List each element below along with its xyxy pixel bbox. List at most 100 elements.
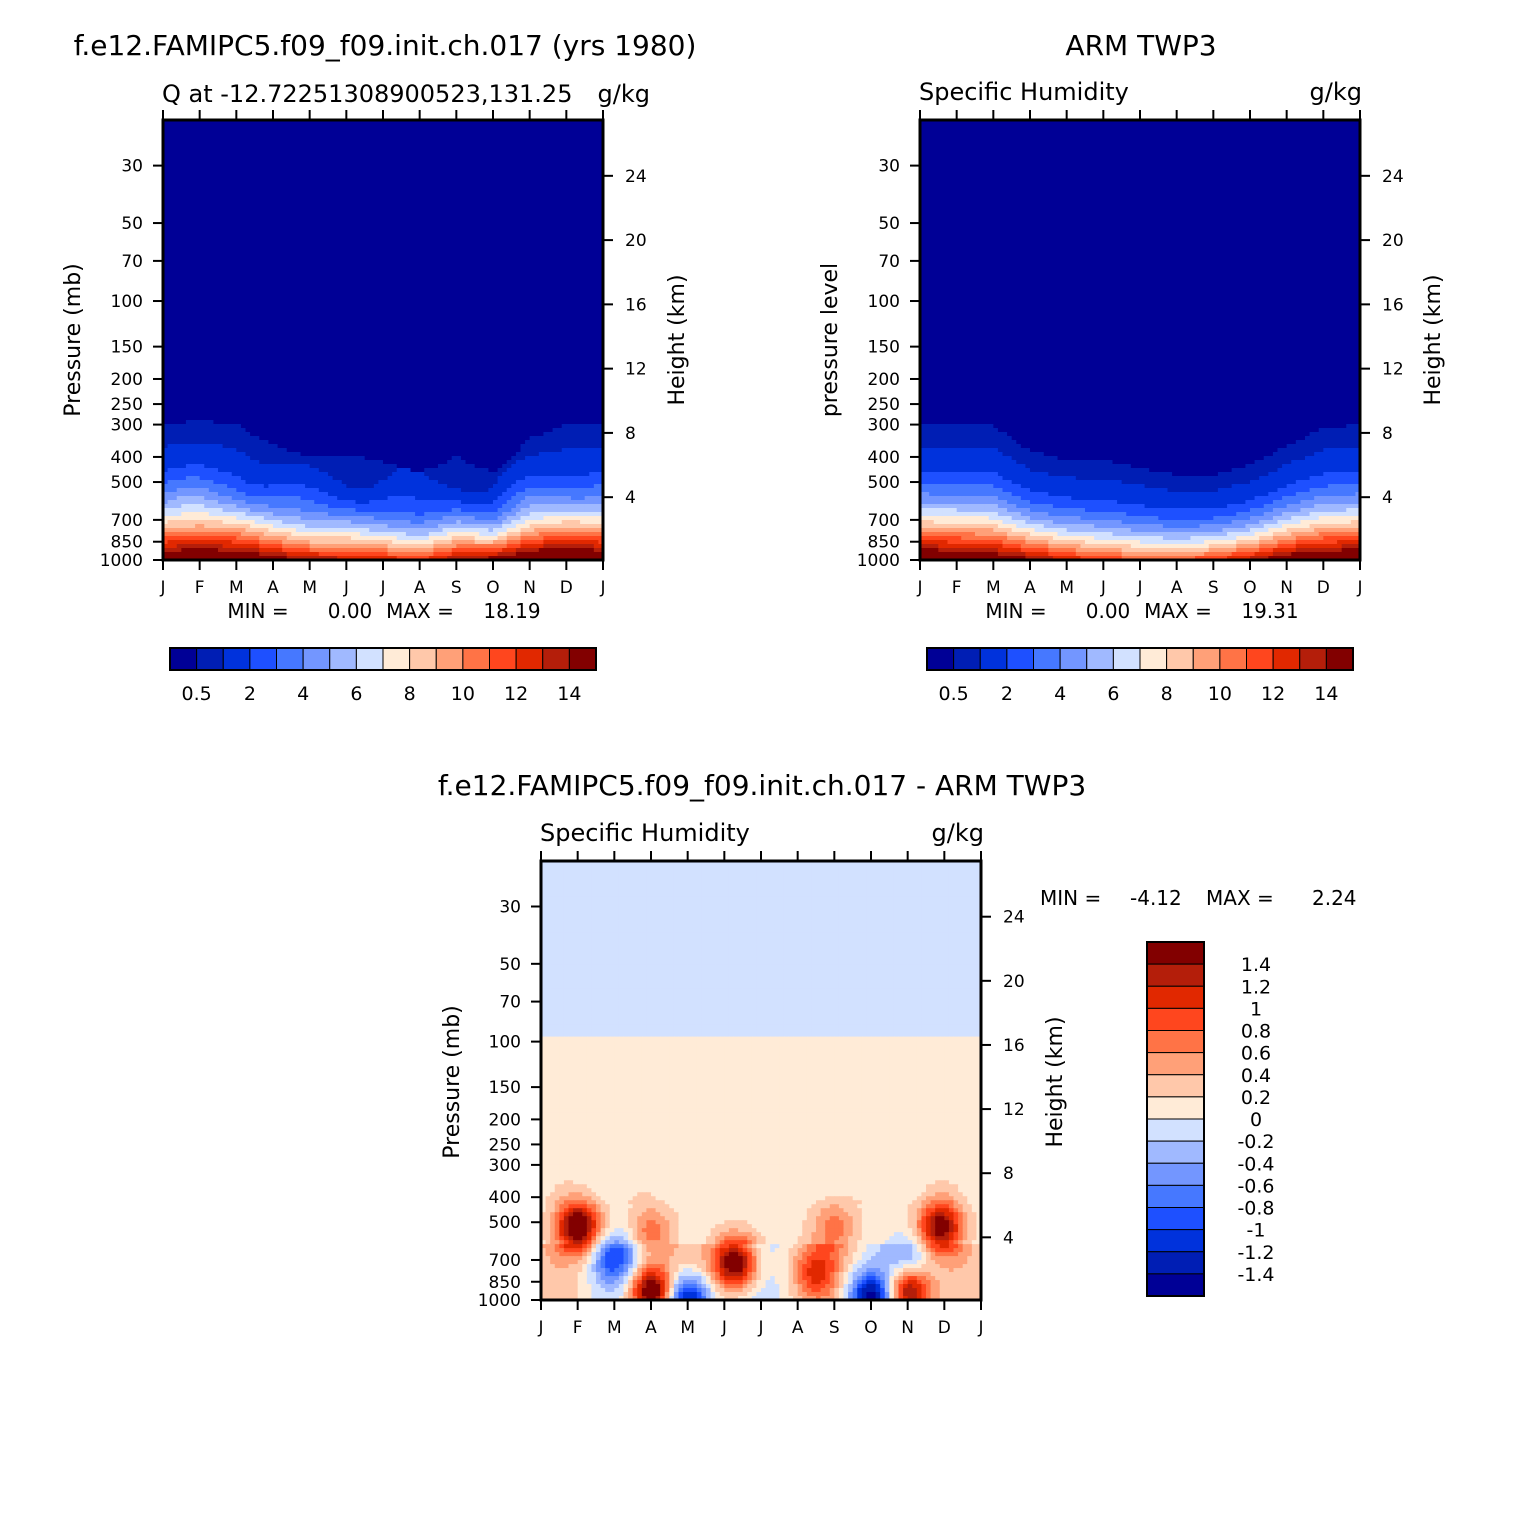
p1-cell <box>246 152 251 157</box>
p1-cell <box>461 164 466 169</box>
p1-cell <box>530 136 535 141</box>
p1-cell <box>484 176 489 181</box>
p1-cell <box>236 176 241 181</box>
p1-cell <box>502 140 507 145</box>
p1-cell <box>502 180 507 185</box>
p1-cell <box>287 132 292 137</box>
p1-cell <box>553 140 558 145</box>
p1-cell <box>424 148 429 153</box>
p1-cell <box>388 156 393 161</box>
p1-cell <box>530 180 535 185</box>
p1-cell <box>333 164 338 169</box>
p1-cell <box>566 124 571 129</box>
p1-cell <box>571 164 576 169</box>
p1-cell <box>456 140 461 145</box>
p1-cell <box>484 128 489 133</box>
p1-cell <box>585 152 590 157</box>
p1-cell <box>328 156 333 161</box>
p1-cell <box>168 124 173 129</box>
p1-cell <box>337 168 342 173</box>
p1-cell <box>268 128 273 133</box>
p1-cell <box>525 180 530 185</box>
p1-cell <box>502 128 507 133</box>
p1-contour-field <box>163 120 604 561</box>
p1-cell <box>484 164 489 169</box>
p1-cell <box>333 128 338 133</box>
p1-cell <box>420 148 425 153</box>
p1-cell <box>296 148 301 153</box>
p1-cell <box>333 160 338 165</box>
p1-cell <box>172 156 177 161</box>
p1-cell <box>227 160 232 165</box>
p1-cell <box>461 132 466 137</box>
p1-cell <box>543 124 548 129</box>
p1-cell <box>333 148 338 153</box>
p1-cell <box>438 152 443 157</box>
p1-cell <box>346 136 351 141</box>
p1-cell <box>553 132 558 137</box>
p1-cell <box>200 164 205 169</box>
p1-cell <box>301 184 306 189</box>
p1-cell <box>328 168 333 173</box>
p1-cell <box>511 124 516 129</box>
p1-cell <box>301 160 306 165</box>
p1-cell <box>218 140 223 145</box>
p1-cell <box>511 136 516 141</box>
p1-cell <box>479 140 484 145</box>
p1-cell <box>268 140 273 145</box>
p1-cell <box>282 180 287 185</box>
p1-cell <box>566 168 571 173</box>
p1-cell <box>218 132 223 137</box>
p1-cell <box>369 160 374 165</box>
p1-cell <box>314 152 319 157</box>
p1-cell <box>429 172 434 177</box>
p1-cell <box>268 184 273 189</box>
p1-cell <box>534 132 539 137</box>
p1-cell <box>323 176 328 181</box>
p1-cell <box>291 160 296 165</box>
p1-cell <box>521 132 526 137</box>
p1-cell <box>255 172 260 177</box>
p1-cell <box>502 132 507 137</box>
p1-cell <box>548 160 553 165</box>
p1-cell <box>204 136 209 141</box>
p1-cell <box>310 132 315 137</box>
p1-cell <box>406 172 411 177</box>
p1-cell <box>223 144 228 149</box>
p1-cell <box>594 160 599 165</box>
p1-cell <box>241 144 246 149</box>
p1-cell <box>319 144 324 149</box>
p1-cell <box>236 180 241 185</box>
p1-cell <box>273 124 278 129</box>
p1-cell <box>566 132 571 137</box>
p1-cell <box>456 176 461 181</box>
p1-cell <box>493 164 498 169</box>
p1-cell <box>342 160 347 165</box>
p1-cell <box>511 140 516 145</box>
p1-cell <box>346 156 351 161</box>
p1-cell <box>525 144 530 149</box>
p1-cell <box>589 180 594 185</box>
p1-cell <box>255 124 260 129</box>
p1-cell <box>365 136 370 141</box>
p1-cell <box>456 172 461 177</box>
p1-cell <box>571 160 576 165</box>
p1-cell <box>301 136 306 141</box>
p1-cell <box>168 132 173 137</box>
p1-cell <box>342 184 347 189</box>
p1-cell <box>218 180 223 185</box>
p1-cell <box>236 128 241 133</box>
p1-cell <box>493 160 498 165</box>
p1-cell <box>498 128 503 133</box>
p1-cell <box>291 168 296 173</box>
p1-cell <box>301 172 306 177</box>
p1-cell <box>259 172 264 177</box>
p1-cell <box>346 168 351 173</box>
p1-cell <box>314 184 319 189</box>
p1-cell <box>273 176 278 181</box>
p1-cell <box>191 148 196 153</box>
p1-cell <box>223 140 228 145</box>
p1-cell <box>204 156 209 161</box>
p1-cell <box>346 124 351 129</box>
p1-cell <box>259 144 264 149</box>
